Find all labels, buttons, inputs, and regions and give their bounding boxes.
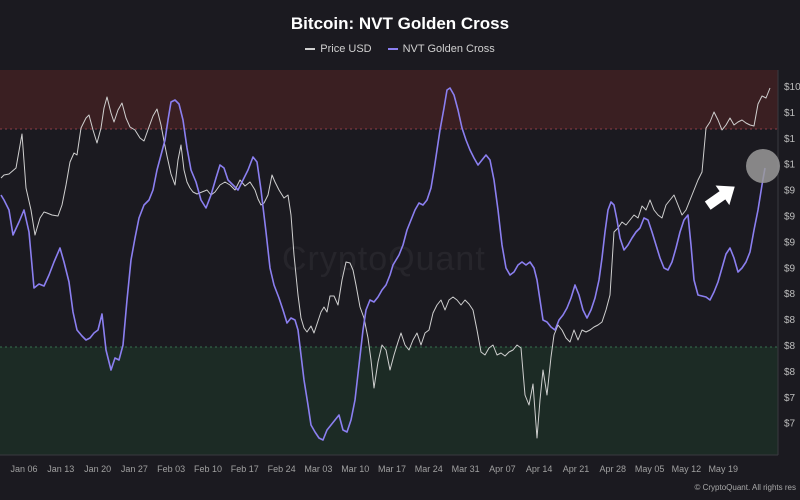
legend-swatch-price <box>305 48 316 50</box>
x-tick-label: Jan 20 <box>84 464 111 474</box>
y-tick-label: $1 <box>784 160 796 171</box>
x-tick-label: Apr 14 <box>526 464 553 474</box>
y-tick-label: $8 <box>784 367 796 378</box>
y-tick-label: $10 <box>784 82 800 93</box>
chart-legend: Price USD NVT Golden Cross <box>0 43 800 55</box>
chart-title: Bitcoin: NVT Golden Cross <box>290 14 510 33</box>
x-tick-label: Mar 10 <box>341 464 369 474</box>
x-tick-label: Jan 27 <box>121 464 148 474</box>
nvt-golden-cross-line <box>0 87 766 441</box>
y-tick-label: $8 <box>784 315 796 326</box>
price-usd-line <box>0 87 771 439</box>
x-tick-label: Feb 10 <box>194 464 222 474</box>
legend-label-nvt: NVT Golden Cross <box>402 43 495 55</box>
y-tick-label: $9 <box>784 212 796 223</box>
y-tick-label: $8 <box>784 289 796 300</box>
y-tick-label: $9 <box>784 186 796 197</box>
circle-marker <box>746 149 780 183</box>
x-tick-label: Feb 17 <box>231 464 259 474</box>
x-tick-label: Apr 28 <box>600 464 627 474</box>
legend-item-nvt[interactable]: NVT Golden Cross <box>387 43 495 55</box>
x-tick-label: Mar 17 <box>378 464 406 474</box>
y-tick-label: $7 <box>784 419 796 430</box>
red-zone-band <box>0 70 778 129</box>
y-tick-label: $9 <box>784 263 796 274</box>
x-tick-label: Mar 03 <box>304 464 332 474</box>
y-tick-label: $8 <box>784 341 796 352</box>
y-tick-label: $1 <box>784 134 796 145</box>
x-tick-label: Jan 13 <box>47 464 74 474</box>
x-tick-label: Feb 24 <box>268 464 296 474</box>
legend-item-price[interactable]: Price USD <box>305 43 372 55</box>
x-tick-label: Mar 31 <box>452 464 480 474</box>
y-tick-label: $7 <box>784 393 796 404</box>
x-tick-label: Jan 06 <box>10 464 37 474</box>
x-tick-label: Feb 03 <box>157 464 185 474</box>
x-tick-label: Mar 24 <box>415 464 443 474</box>
x-tick-label: May 19 <box>708 464 738 474</box>
y-axis-ticks: $10 $1 $1 $1 $9 $9 $9 $9 $8 $8 $8 $8 $7 $7 <box>784 82 800 430</box>
x-tick-label: Apr 21 <box>563 464 590 474</box>
x-tick-label: May 12 <box>672 464 702 474</box>
legend-label-price: Price USD <box>320 43 372 55</box>
watermark: CryptoQuant <box>282 240 486 278</box>
x-tick-label: May 05 <box>635 464 665 474</box>
arrow-icon <box>704 185 735 210</box>
y-tick-label: $1 <box>784 108 796 119</box>
legend-swatch-nvt <box>387 48 398 50</box>
x-tick-label: Apr 07 <box>489 464 516 474</box>
copyright-credit: © CryptoQuant. All rights res <box>694 483 797 492</box>
y-tick-label: $9 <box>784 237 796 248</box>
series-layer <box>0 87 771 441</box>
x-axis-ticks: Jan 06 Jan 13 Jan 20 Jan 27 Feb 03 Feb 10 Feb … <box>10 464 737 474</box>
